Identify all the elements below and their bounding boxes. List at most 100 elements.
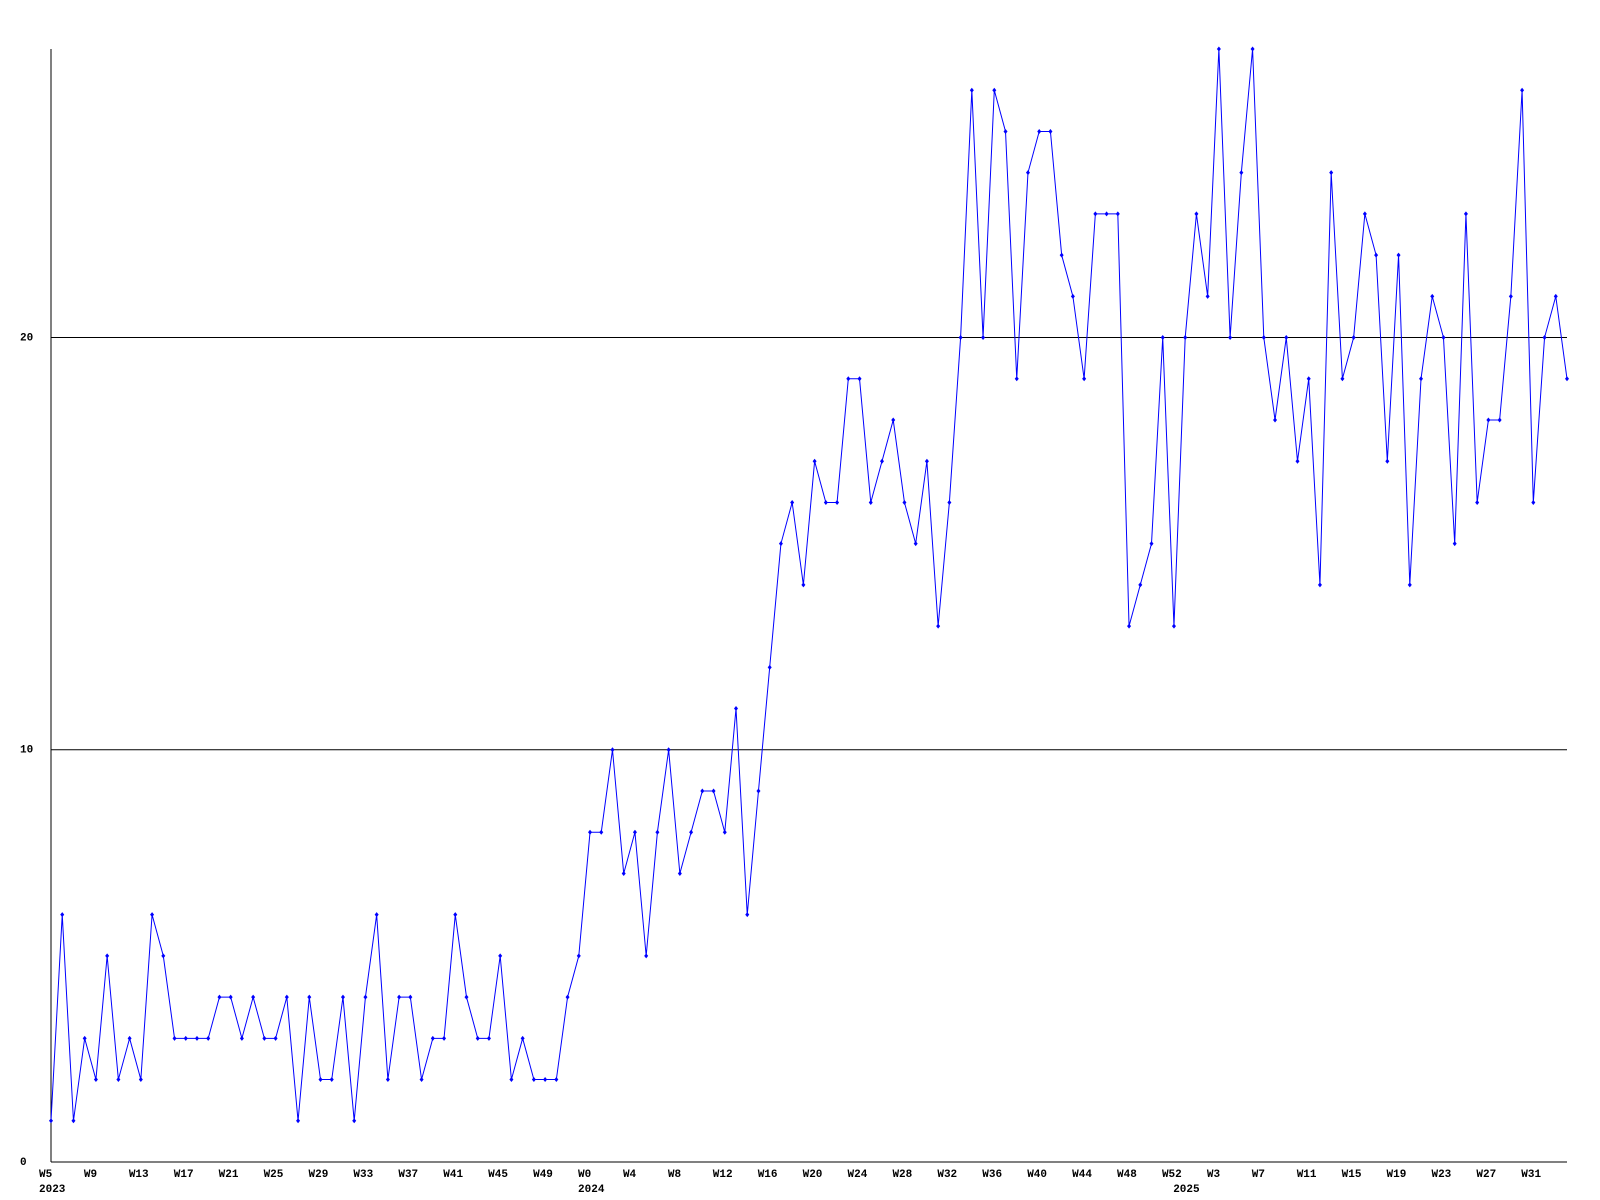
data-point — [273, 1035, 278, 1041]
data-point — [262, 1035, 267, 1041]
data-point — [689, 829, 694, 835]
x-tick-label: W21 — [219, 1169, 239, 1181]
data-point — [1317, 582, 1322, 588]
data-point — [644, 953, 649, 959]
data-point — [722, 829, 727, 835]
data-point — [60, 912, 65, 918]
data-point — [49, 1118, 53, 1124]
data-point — [93, 1077, 98, 1083]
data-point — [1340, 376, 1345, 382]
data-point — [1025, 170, 1030, 176]
data-point — [1104, 211, 1109, 217]
data-point — [1216, 46, 1221, 52]
data-point — [1542, 335, 1547, 341]
data-point — [778, 541, 783, 547]
data-point — [1003, 128, 1008, 134]
data-point — [756, 788, 761, 794]
data-point — [543, 1077, 548, 1083]
data-point — [228, 994, 233, 1000]
data-point — [1070, 293, 1075, 299]
data-point — [1351, 335, 1356, 341]
data-point — [632, 829, 637, 835]
data-point — [329, 1077, 334, 1083]
data-point — [116, 1077, 121, 1083]
data-point — [284, 994, 289, 1000]
data-point — [408, 994, 413, 1000]
data-point — [194, 1035, 199, 1041]
data-point — [936, 623, 941, 629]
data-point — [1452, 541, 1457, 547]
data-point — [1362, 211, 1367, 217]
data-point — [318, 1077, 323, 1083]
data-point — [430, 1035, 435, 1041]
data-point — [655, 829, 660, 835]
data-point — [453, 912, 458, 918]
data-point — [161, 953, 166, 959]
data-point — [1441, 335, 1446, 341]
data-point — [1374, 252, 1379, 258]
data-point — [565, 994, 570, 1000]
x-tick-label: W20 — [803, 1169, 823, 1181]
data-point — [1048, 128, 1053, 134]
year-label: 2024 — [578, 1184, 605, 1196]
data-point — [1284, 335, 1289, 341]
data-point — [1463, 211, 1468, 217]
data-point — [610, 747, 615, 753]
data-point — [1037, 128, 1042, 134]
x-tick-label: W27 — [1476, 1169, 1496, 1181]
data-point — [352, 1118, 357, 1124]
data-point — [1194, 211, 1199, 217]
data-point — [206, 1035, 211, 1041]
data-point — [464, 994, 469, 1000]
x-tick-label: W0 — [578, 1169, 591, 1181]
x-tick-label: W12 — [713, 1169, 733, 1181]
data-point — [1171, 623, 1176, 629]
x-tick-label: W48 — [1117, 1169, 1137, 1181]
data-point — [1531, 499, 1536, 505]
data-point — [419, 1077, 424, 1083]
data-point — [1059, 252, 1064, 258]
data-line — [50, 48, 1568, 1121]
data-point — [924, 458, 929, 464]
data-point — [734, 706, 739, 712]
data-point — [790, 499, 795, 505]
data-point — [138, 1077, 143, 1083]
x-tick-label: W33 — [353, 1169, 373, 1181]
data-point — [621, 870, 626, 876]
data-point — [588, 829, 593, 835]
data-point — [217, 994, 222, 1000]
data-point — [1228, 335, 1233, 341]
x-tick-label: W15 — [1342, 1169, 1362, 1181]
data-point — [902, 499, 907, 505]
data-point — [509, 1077, 514, 1083]
x-tick-label: W36 — [982, 1169, 1002, 1181]
data-point — [745, 912, 750, 918]
data-point — [1508, 293, 1513, 299]
data-point — [82, 1035, 87, 1041]
data-point — [183, 1035, 188, 1041]
x-tick-label: W11 — [1297, 1169, 1317, 1181]
data-point — [1295, 458, 1300, 464]
data-point — [947, 499, 952, 505]
data-point — [1385, 458, 1390, 464]
data-point — [1115, 211, 1120, 217]
x-tick-label: W3 — [1207, 1169, 1221, 1181]
data-point — [1273, 417, 1278, 423]
data-point — [397, 994, 402, 1000]
data-point — [374, 912, 379, 918]
data-point — [981, 335, 986, 341]
data-point — [801, 582, 806, 588]
x-tick-label: W24 — [848, 1169, 868, 1181]
data-point — [1486, 417, 1491, 423]
data-point — [992, 87, 997, 93]
y-tick-label: 20 — [20, 332, 33, 344]
x-tick-label: W52 — [1162, 1169, 1182, 1181]
data-point — [1520, 87, 1525, 93]
data-point — [891, 417, 896, 423]
data-point — [442, 1035, 447, 1041]
y-tick-label: 0 — [20, 1157, 27, 1169]
data-point — [812, 458, 817, 464]
data-point — [475, 1035, 480, 1041]
data-point — [498, 953, 503, 959]
